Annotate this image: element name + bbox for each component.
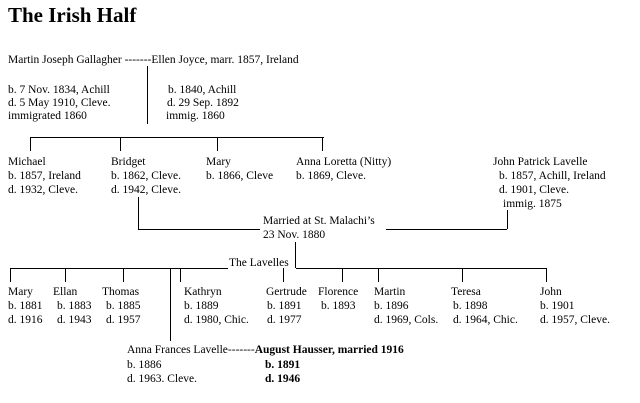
ellan-born: b. 1883 xyxy=(57,300,92,312)
lavelles-label: The Lavelles xyxy=(229,257,289,269)
john-lavelle-died: d. 1901, Cleve. xyxy=(499,184,569,196)
ellen-died: d. 29 Sep. 1892 xyxy=(167,97,239,109)
tick-teresa xyxy=(462,268,463,282)
john-lavelle-jr-name: John xyxy=(540,286,562,298)
marriage-date: 23 Nov. 1880 xyxy=(263,229,326,241)
michael-name: Michael xyxy=(8,156,46,168)
bridget-descent-line xyxy=(138,197,139,229)
anna-frances-name: Anna Frances Lavelle xyxy=(127,344,228,356)
anna-frances-descent-line xyxy=(170,268,171,341)
john-lavelle-jr-born: b. 1901 xyxy=(540,300,575,312)
teresa-died: d. 1964, Chic. xyxy=(453,314,518,326)
john-lavelle-jr-died: d. 1957, Cleve. xyxy=(540,314,610,326)
tick-john xyxy=(546,268,547,282)
august-hausser-name: August Hausser, married 1916 xyxy=(254,344,404,356)
anna-frances-died: d. 1963. Cleve. xyxy=(127,373,197,385)
thomas-died: d. 1957 xyxy=(106,314,141,326)
tick-mary-lavelle xyxy=(10,268,11,282)
august-died: d. 1946 xyxy=(265,373,301,385)
john-descent-line xyxy=(507,210,508,229)
marriage-connector: ------- xyxy=(227,344,255,356)
tick-anna-loretta xyxy=(322,137,323,151)
mary-lavelle-born: b. 1881 xyxy=(8,300,43,312)
tick-bridget xyxy=(120,137,121,151)
michael-died: d. 1932, Cleve. xyxy=(8,184,78,196)
ellen-immigrated: immig. 1860 xyxy=(166,110,225,122)
tick-michael xyxy=(30,137,31,151)
thomas-name: Thomas xyxy=(102,286,140,298)
mary-lavelle-died: d. 1916 xyxy=(8,314,43,326)
tick-martin xyxy=(378,268,379,282)
page-title: The Irish Half xyxy=(8,3,137,27)
anna-loretta-born: b. 1869, Cleve. xyxy=(296,170,366,182)
marriage-line-left xyxy=(138,229,260,230)
john-lavelle-name: John Patrick Lavelle xyxy=(493,156,588,168)
mary-lavelle-name: Mary xyxy=(8,286,33,298)
bridget-born: b. 1862, Cleve. xyxy=(111,170,181,182)
kathryn-born: b. 1889 xyxy=(184,300,219,312)
mary-name: Mary xyxy=(206,156,231,168)
gallagher-children-line xyxy=(30,137,324,138)
kathryn-died: d. 1980, Chic. xyxy=(184,314,249,326)
bridget-name: Bridget xyxy=(111,156,146,168)
anna-frances-hausser-line: Anna Frances Lavelle-------August Hausse… xyxy=(127,344,404,357)
martin-lavelle-born: b. 1896 xyxy=(374,300,409,312)
martin-lavelle-died: d. 1969, Cols. xyxy=(374,314,439,326)
florence-name: Florence xyxy=(318,286,359,298)
anna-loretta-name: Anna Loretta (Nitty) xyxy=(296,156,392,168)
bridget-died: d. 1942, Cleve. xyxy=(111,184,181,196)
anna-frances-born: b. 1886 xyxy=(127,359,162,371)
teresa-born: b. 1898 xyxy=(453,300,488,312)
gertrude-died: d. 1977 xyxy=(267,314,302,326)
marriage-place: Married at St. Malachi’s xyxy=(263,215,375,227)
john-lavelle-immigrated: immig. 1875 xyxy=(503,198,562,210)
tick-mary xyxy=(217,137,218,151)
john-lavelle-born: b. 1857, Achill, Ireland xyxy=(499,170,606,182)
gertrude-born: b. 1891 xyxy=(267,300,302,312)
marriage-line-right xyxy=(386,229,507,230)
tick-florence xyxy=(342,268,343,282)
martin-immigrated: immigrated 1860 xyxy=(8,110,87,122)
gertrude-name: Gertrude xyxy=(266,286,307,298)
tick-ellan xyxy=(65,268,66,282)
florence-born: b. 1893 xyxy=(321,300,356,312)
lavelles-line-left xyxy=(10,268,228,269)
tick-gertrude xyxy=(283,268,284,282)
lavelles-line-right xyxy=(296,268,547,269)
tick-kathryn xyxy=(180,268,181,282)
martin-died: d. 5 May 1910, Cleve. xyxy=(8,97,111,109)
ellan-died: d. 1943 xyxy=(57,314,92,326)
martin-born: b. 7 Nov. 1834, Achill xyxy=(8,84,110,96)
august-born: b. 1891 xyxy=(265,359,301,371)
martin-lavelle-name: Martin xyxy=(374,286,406,298)
kathryn-name: Kathryn xyxy=(184,286,222,298)
mary-born: b. 1866, Cleve xyxy=(206,170,274,182)
tick-thomas xyxy=(123,268,124,282)
lavelles-descent-line xyxy=(295,242,296,268)
couple-connector-line xyxy=(147,66,148,124)
gallagher-couple-line: Martin Joseph Gallagher -------Ellen Joy… xyxy=(8,54,299,66)
michael-born: b. 1857, Ireland xyxy=(8,170,81,182)
ellen-born: b. 1840, Achill xyxy=(168,84,237,96)
thomas-born: b. 1885 xyxy=(106,300,141,312)
teresa-name: Teresa xyxy=(451,286,481,298)
ellan-name: Ellan xyxy=(53,286,78,298)
